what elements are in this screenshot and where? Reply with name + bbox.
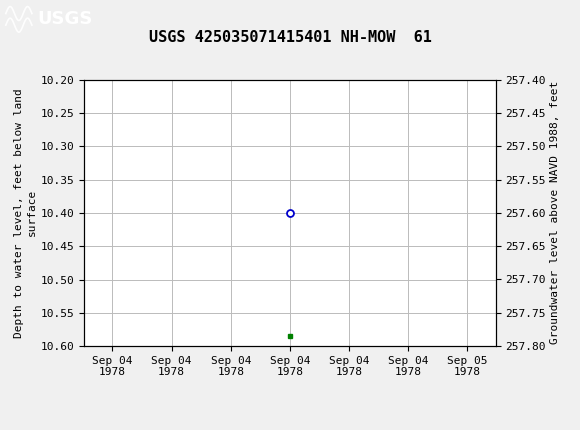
Y-axis label: Depth to water level, feet below land
surface: Depth to water level, feet below land su…: [14, 88, 37, 338]
Y-axis label: Groundwater level above NAVD 1988, feet: Groundwater level above NAVD 1988, feet: [550, 81, 560, 344]
Text: USGS: USGS: [38, 10, 93, 28]
Text: USGS 425035071415401 NH-MOW  61: USGS 425035071415401 NH-MOW 61: [148, 30, 432, 45]
